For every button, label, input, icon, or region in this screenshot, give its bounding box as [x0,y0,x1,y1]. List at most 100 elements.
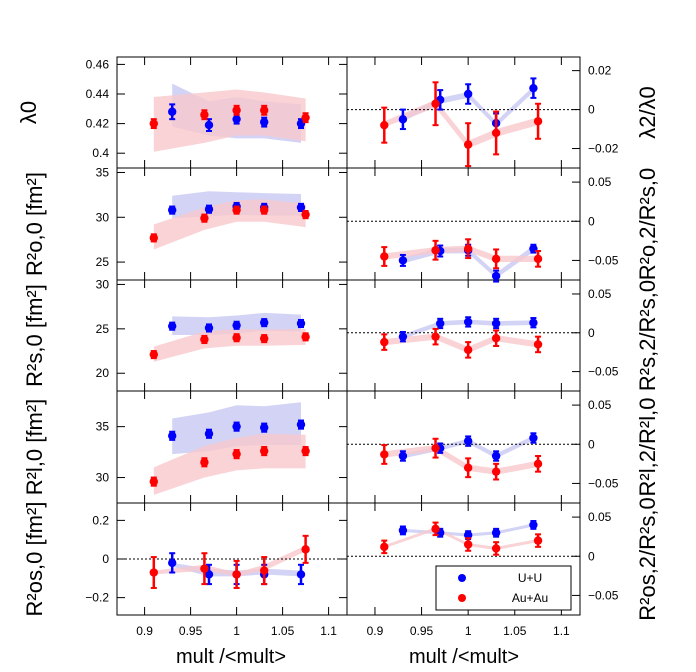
uu-point [398,256,408,265]
uu-syst-band-Rl_ratio [402,435,534,459]
auau-point [431,443,440,453]
auau-point [380,337,389,347]
auau-point [380,120,389,130]
auau-point [533,340,543,349]
x-tick-label: 1 [233,624,240,638]
uu-point [168,321,177,331]
y-tick-label: −0.05 [588,588,619,602]
uu-point [529,433,538,443]
auau-point [149,350,158,359]
auau-point [380,542,389,552]
y-tick-label: 0.05 [588,287,612,301]
y-tick-label: 0.46 [86,57,110,71]
panel-frame-Ros [116,502,348,616]
auau-point [200,335,209,344]
auau-point [260,334,269,343]
panel-frame-Ros_ratio [346,502,581,616]
y-axis-title-lambda0: λ0 [16,101,41,124]
y-axis-title-lambda_ratio: λ2/λ0 [635,86,660,139]
uu-point [463,317,473,327]
legend-marker-auau [458,594,466,602]
x-tick-label: 1.1 [320,624,337,638]
auau-point [301,446,310,456]
auau-point [533,536,543,545]
x-tick-label: 1.1 [553,624,570,638]
x-tick-label: 0.95 [179,624,203,638]
auau-point [491,334,501,343]
auau-point [149,568,158,577]
auau-point [533,254,543,264]
uu-point [204,429,214,438]
auau-point [533,117,543,126]
uu-point [529,520,538,530]
auau-point [260,446,269,456]
y-tick-label: −0.02 [588,142,619,156]
panel-frames [116,56,581,616]
auau-point [149,477,158,486]
x-tick-label: 1.05 [503,624,527,638]
x-axis-title-right: mult /<mult> [409,646,519,668]
uu-point [204,570,214,579]
auau-syst-band-Ros_ratio [384,527,539,550]
x-tick-label: 0.9 [367,624,384,638]
auau-point [431,99,440,108]
uu-syst-band-Rs_ratio [402,319,534,339]
y-tick-label: 30 [96,210,110,224]
auau-point [491,467,501,476]
y-axis-title-Rl: R²l,0 [fm²] [22,399,47,496]
y-tick-label: 0.42 [86,117,110,131]
auau-point [431,246,440,255]
auau-point [491,128,501,138]
legend-label-auau: Au+Au [512,591,548,605]
uu-point [436,319,445,328]
auau-point [463,345,473,355]
auau-point [301,113,310,122]
y-axis-title-Ros: R²os,0 [fm²] [22,502,47,617]
uu-point [168,431,177,440]
auau-point [463,540,473,549]
x-tick-label: 1.05 [271,624,295,638]
uu-syst-band-lambda_ratio [402,86,534,128]
uu-point [398,115,408,124]
y-tick-label: −0.05 [588,253,619,267]
auau-point [301,545,310,554]
y-tick-label: 0 [588,326,595,340]
uu-point [296,420,306,429]
panel-frame-Rs_ratio [346,279,581,392]
uu-point [260,318,269,327]
auau-point [380,450,389,459]
auau-point [533,459,543,469]
panel-frame-Rl_ratio [346,390,581,504]
auau-syst-band-Rl_ratio [384,445,539,475]
y-axis-title-Ro_ratio: R²o,2/R²s,0 [635,168,660,280]
auau-point [232,205,241,215]
uu-point [260,117,269,127]
uu-point [463,89,473,99]
x-tick-label: 1 [465,624,472,638]
y-tick-label: 30 [96,277,110,291]
y-tick-label: 25 [96,255,110,269]
uu-point [491,451,501,461]
y-tick-label: 0 [102,552,109,566]
uu-point [204,120,214,130]
uu-point [232,321,241,330]
auau-point [463,244,473,253]
axis-labels: 0.4 0.42 0.44 0.46 λ0 25 30 35 R²o,0 [fm²] 20 25 30… [16,57,660,638]
uu-point [168,107,177,116]
uu-point [398,526,408,535]
uu-point [529,83,538,93]
y-axis-title-Rs_ratio: R²s,2/R²s,0 [635,280,660,391]
uu-point [232,422,241,431]
uu-point [463,530,473,540]
y-tick-label: 0.02 [588,64,612,78]
auau-point [431,524,440,534]
x-tick-label: 0.9 [136,624,153,638]
legend: U+U Au+Au [435,565,572,611]
auau-point [431,332,440,341]
uu-point [260,423,269,432]
auau-syst-band-lambda0 [153,89,306,152]
auau-point [200,564,209,573]
uu-point [296,570,306,579]
y-tick-label: 35 [96,420,110,434]
